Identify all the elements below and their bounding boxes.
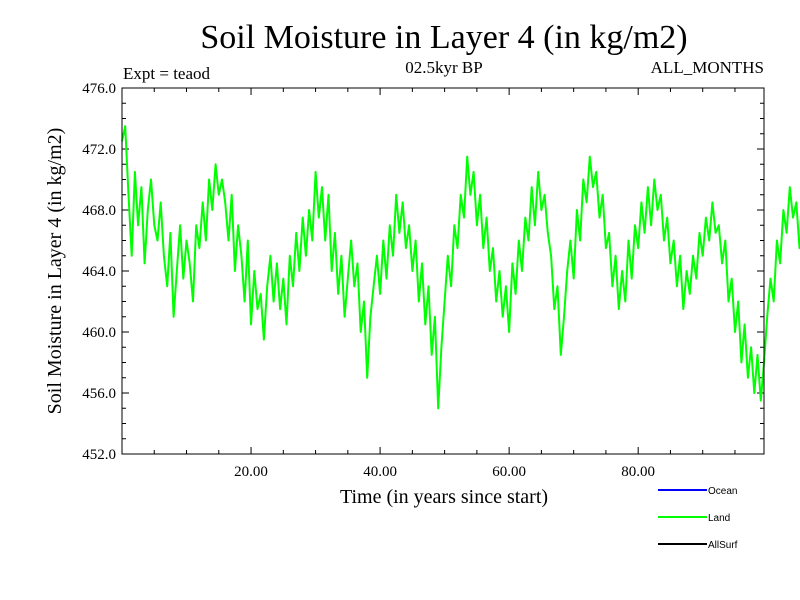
y-tick-label: 468.0 — [82, 203, 116, 219]
x-tick-label: 40.00 — [363, 464, 397, 480]
legend: Ocean Land AllSurf — [658, 486, 738, 551]
y-tick-label: 456.0 — [82, 386, 116, 402]
x-tick-labels: 20.00 40.00 60.00 80.00 — [234, 464, 655, 480]
months-label: ALL_MONTHS — [651, 58, 764, 77]
y-tick-label: 472.0 — [82, 142, 116, 158]
y-tick-label: 476.0 — [82, 81, 116, 97]
series-line-land — [121, 125, 800, 410]
plot-frame — [121, 87, 765, 455]
series-group — [121, 125, 800, 410]
y-tick-label: 464.0 — [82, 264, 116, 280]
x-tick-label: 80.00 — [621, 464, 655, 480]
legend-label-land: Land — [708, 513, 730, 524]
y-tick-label: 452.0 — [82, 447, 116, 463]
chart-title: Soil Moisture in Layer 4 (in kg/m2) — [200, 19, 687, 56]
legend-label-ocean: Ocean — [708, 486, 737, 497]
x-tick-label: 60.00 — [492, 464, 526, 480]
x-tick-label: 20.00 — [234, 464, 268, 480]
y-axis-label: Soil Moisture in Layer 4 (in kg/m2) — [44, 128, 66, 415]
period-label: 02.5kyr BP — [405, 58, 482, 77]
experiment-label: Expt = teaod — [123, 64, 211, 83]
y-tick-label: 460.0 — [82, 325, 116, 341]
y-tick-labels: 452.0 456.0 460.0 464.0 468.0 472.0 476.0 — [82, 81, 116, 463]
x-axis-label: Time (in years since start) — [340, 486, 548, 508]
legend-label-allsurf: AllSurf — [708, 540, 738, 551]
axis-ticks — [122, 87, 764, 455]
